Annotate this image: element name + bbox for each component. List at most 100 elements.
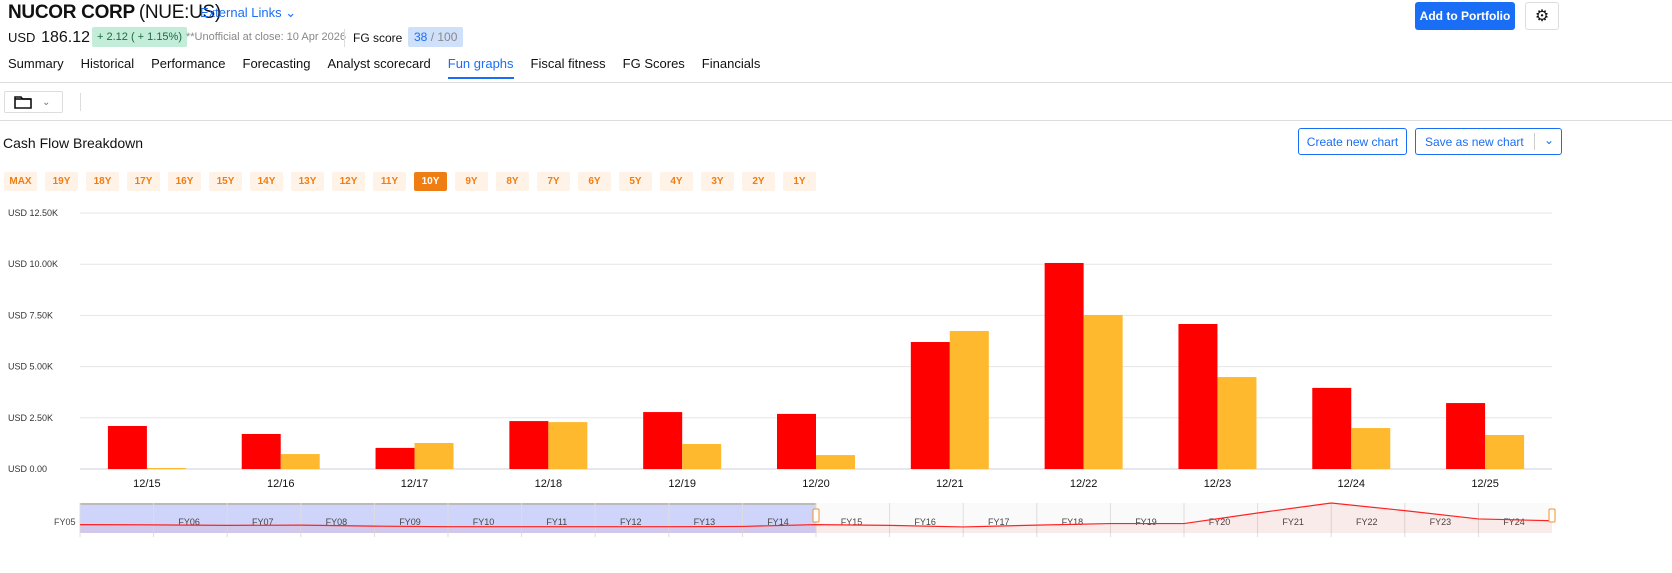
tab-historical[interactable]: Historical xyxy=(80,56,135,71)
y-tick-label: USD 5.00K xyxy=(8,362,53,372)
bar-series1 xyxy=(241,433,281,469)
x-tick-label: 12/18 xyxy=(535,478,563,490)
navigator-label: FY13 xyxy=(694,517,716,527)
tab-summary[interactable]: Summary xyxy=(8,56,64,71)
chevron-down-icon[interactable]: ⌄ xyxy=(1534,133,1554,150)
navigator-label: FY08 xyxy=(326,517,348,527)
settings-button[interactable]: ⚙ xyxy=(1525,2,1559,30)
fg-score-label: FG score xyxy=(353,31,403,45)
bar-series1 xyxy=(643,412,683,469)
bar-series1 xyxy=(1178,324,1218,469)
x-tick-label: 12/15 xyxy=(133,478,161,490)
range-17y[interactable]: 17Y xyxy=(127,172,160,191)
navigator-label: FY05 xyxy=(54,517,76,527)
x-tick-label: 12/25 xyxy=(1471,478,1499,490)
range-max[interactable]: MAX xyxy=(4,172,37,191)
navigator-handle[interactable] xyxy=(812,508,820,523)
external-links-dropdown[interactable]: External Links ⌄ xyxy=(200,5,297,20)
range-11y[interactable]: 11Y xyxy=(373,172,406,191)
y-tick-label: USD 0.00 xyxy=(8,464,47,474)
range-18y[interactable]: 18Y xyxy=(86,172,119,191)
fg-score-badge: 38 / 100 xyxy=(408,27,464,47)
bar-series1 xyxy=(107,425,147,469)
save-as-new-chart-button[interactable]: Save as new chart ⌄ xyxy=(1415,128,1562,155)
folder-dropdown[interactable]: ⌄ xyxy=(4,91,63,113)
tab-analyst-scorecard[interactable]: Analyst scorecard xyxy=(327,56,431,71)
bar-series2 xyxy=(1083,314,1123,469)
range-13y[interactable]: 13Y xyxy=(291,172,324,191)
navigator-label: FY12 xyxy=(620,517,642,527)
x-tick-label: 12/16 xyxy=(267,478,295,490)
create-new-chart-button[interactable]: Create new chart xyxy=(1298,128,1407,155)
bar-series2 xyxy=(1485,435,1525,469)
company-title: NUCOR CORP (NUE:US) xyxy=(8,2,221,24)
range-19y[interactable]: 19Y xyxy=(45,172,78,191)
save-label: Save as new chart xyxy=(1425,134,1524,149)
y-tick-label: USD 2.50K xyxy=(8,413,53,423)
range-1y[interactable]: 1Y xyxy=(783,172,816,191)
chevron-down-icon: ⌄ xyxy=(42,96,51,108)
range-6y[interactable]: 6Y xyxy=(578,172,611,191)
x-tick-label: 12/19 xyxy=(668,478,696,490)
range-12y[interactable]: 12Y xyxy=(332,172,365,191)
bar-series2 xyxy=(682,444,722,469)
divider xyxy=(0,120,1672,121)
navigator-label: FY18 xyxy=(1062,517,1084,527)
range-14y[interactable]: 14Y xyxy=(250,172,283,191)
y-tick-label: USD 12.50K xyxy=(8,208,58,218)
navigator-label: FY20 xyxy=(1209,517,1231,527)
range-9y[interactable]: 9Y xyxy=(455,172,488,191)
price-value: 186.12 xyxy=(41,29,91,46)
divider xyxy=(344,29,345,47)
bar-series2 xyxy=(1217,377,1257,469)
bar-series1 xyxy=(1044,262,1084,469)
range-selector: MAX 19Y 18Y 17Y 16Y 15Y 14Y 13Y 12Y 11Y 10Y 9Y 8Y 7Y 6… xyxy=(4,172,816,191)
add-to-portfolio-button[interactable]: Add to Portfolio xyxy=(1415,2,1515,30)
company-name: NUCOR CORP xyxy=(8,2,135,23)
bar-series2 xyxy=(280,454,320,469)
currency: USD xyxy=(8,30,36,45)
range-3y[interactable]: 3Y xyxy=(701,172,734,191)
navigator-label: FY16 xyxy=(914,517,936,527)
navigator-handle[interactable] xyxy=(1548,508,1556,523)
chart-title: Cash Flow Breakdown xyxy=(3,135,144,151)
range-16y[interactable]: 16Y xyxy=(168,172,201,191)
bar-series2 xyxy=(949,330,989,469)
navigator-line xyxy=(79,502,1553,528)
divider xyxy=(0,82,1672,83)
bar-series2 xyxy=(548,422,588,469)
tab-financials[interactable]: Financials xyxy=(701,56,761,71)
range-8y[interactable]: 8Y xyxy=(496,172,529,191)
range-10y[interactable]: 10Y xyxy=(414,172,447,191)
navigator-label: FY19 xyxy=(1135,517,1157,527)
price: USD 186.12 xyxy=(8,29,90,47)
range-15y[interactable]: 15Y xyxy=(209,172,242,191)
price-change-badge: + 2.12 ( + 1.15%) xyxy=(92,27,187,47)
bar-series1 xyxy=(1312,387,1352,469)
tab-fun-graphs[interactable]: Fun graphs xyxy=(447,56,514,79)
navigator-label: FY11 xyxy=(546,517,567,527)
navigator-label: FY23 xyxy=(1430,517,1452,527)
tab-fiscal-fitness[interactable]: Fiscal fitness xyxy=(530,56,606,71)
navigator-label: FY17 xyxy=(988,517,1010,527)
range-4y[interactable]: 4Y xyxy=(660,172,693,191)
tab-performance[interactable]: Performance xyxy=(151,56,226,71)
bar-series2 xyxy=(146,467,186,469)
bar-series1 xyxy=(1446,403,1486,469)
y-tick-label: USD 7.50K xyxy=(8,310,53,320)
divider xyxy=(80,93,81,111)
navigator-label: FY24 xyxy=(1503,517,1525,527)
x-tick-label: 12/17 xyxy=(401,478,429,490)
close-note: **Unofficial at close: 10 Apr 2026 xyxy=(186,31,347,43)
bar-chart: USD 0.00 USD 2.50K USD 5.00K USD 7.50K USD 1… xyxy=(8,208,1556,537)
range-5y[interactable]: 5Y xyxy=(619,172,652,191)
x-tick-label: 12/22 xyxy=(1070,478,1098,490)
bar-series1 xyxy=(375,447,415,469)
fg-score-value: 38 xyxy=(414,30,428,44)
range-7y[interactable]: 7Y xyxy=(537,172,570,191)
fg-score-max: / 100 xyxy=(427,30,458,44)
tab-forecasting[interactable]: Forecasting xyxy=(242,56,311,71)
navigator-label: FY07 xyxy=(252,517,274,527)
range-2y[interactable]: 2Y xyxy=(742,172,775,191)
tab-fg-scores[interactable]: FG Scores xyxy=(622,56,685,71)
